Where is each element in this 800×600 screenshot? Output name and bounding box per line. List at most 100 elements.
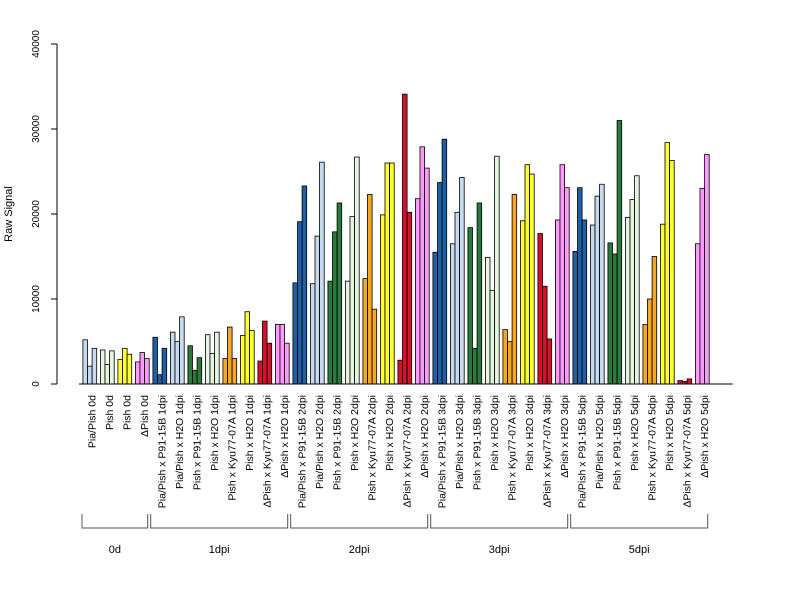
x-tick-label: Pish x H2O 2dpi <box>349 395 361 471</box>
x-tick-label: Pish x Kyu77-07A 1dpi <box>226 395 238 501</box>
bar <box>397 359 403 385</box>
group-bracket <box>290 514 429 529</box>
bar <box>572 250 578 385</box>
bar <box>555 219 561 385</box>
bar <box>441 138 448 385</box>
bar <box>616 120 623 385</box>
bar <box>174 341 180 385</box>
y-axis: 0 10000 20000 30000 40000 <box>31 30 58 387</box>
group-label: 0d <box>109 544 121 556</box>
x-tick-label: Pish x H2O 3dpi <box>524 395 536 471</box>
x-tick-label: Pish x Kyu77-07A 5dpi <box>646 395 658 501</box>
bar <box>699 188 705 385</box>
group-bracket <box>430 514 569 529</box>
x-tick-label: Pish x H2O 1dpi <box>209 395 221 471</box>
bar <box>379 214 386 385</box>
bar <box>134 361 141 385</box>
bar <box>695 243 701 385</box>
bar <box>449 243 456 385</box>
bar <box>607 242 613 385</box>
bar <box>227 326 233 385</box>
x-tick-label: Pish x Kyu77-07A 2dpi <box>366 395 378 501</box>
x-tick-label: ΔPish x Kyu77-07A 3dpi <box>541 395 553 508</box>
bar <box>651 256 658 385</box>
bar <box>529 173 535 385</box>
x-tick-label: Pish 0d <box>121 395 133 430</box>
bar <box>414 198 421 385</box>
bar <box>664 142 670 385</box>
category-labels: Pia/Pish 0d Pish 0d Pish 0d ΔPish 0d Pia/Pis… <box>86 395 711 508</box>
bar <box>332 231 338 385</box>
bar <box>406 211 413 385</box>
bar <box>117 358 123 385</box>
x-tick-label: Pish 0d <box>104 395 116 430</box>
bar <box>424 167 430 385</box>
x-tick-label: Pish x H2O 5dpi <box>664 395 676 471</box>
bar <box>437 182 443 385</box>
bar <box>669 160 675 385</box>
group-label: 3dpi <box>489 544 510 556</box>
bar <box>507 341 513 385</box>
bar <box>91 347 98 385</box>
bar <box>126 353 133 385</box>
group-label: 1dpi <box>209 544 230 556</box>
bar <box>389 162 395 385</box>
bar <box>402 93 408 385</box>
x-tick-label: Pia/Pish x H2O 3dpi <box>454 395 466 489</box>
bar <box>454 211 460 385</box>
y-tick-label: 10000 <box>31 285 42 313</box>
bar <box>367 194 373 385</box>
x-tick-label: Pia/Pish x H2O 2dpi <box>314 395 326 489</box>
x-tick-label: Pish x H2O 1dpi <box>244 395 256 471</box>
bar <box>82 339 88 385</box>
x-tick-label: Pish x Kyu77-07A 3dpi <box>506 395 518 501</box>
group-label: 2dpi <box>349 544 370 556</box>
bar <box>274 324 281 385</box>
bar <box>214 331 220 385</box>
bar <box>459 177 465 385</box>
y-tick-label: 30000 <box>31 115 42 143</box>
y-tick-label: 0 <box>31 381 42 387</box>
x-tick-label: Pia/Pish x H2O 1dpi <box>174 395 186 489</box>
bar <box>344 280 351 385</box>
bar <box>542 285 548 385</box>
group-bracket <box>81 514 149 529</box>
bar <box>349 216 355 385</box>
bar <box>594 195 600 385</box>
x-tick-label: Pia/Pish 0d <box>86 395 98 448</box>
bars <box>82 93 710 385</box>
bar <box>192 369 198 385</box>
y-tick-label: 20000 <box>31 200 42 228</box>
x-tick-label: Pish x P91-15B 2dpi <box>331 395 343 490</box>
bar <box>524 164 530 385</box>
bar <box>284 342 290 385</box>
bar <box>704 154 710 385</box>
bar <box>279 324 285 385</box>
bar <box>520 220 526 385</box>
bar <box>634 175 640 385</box>
y-axis-label: Raw Signal <box>3 186 15 242</box>
x-tick-label: ΔPish x H2O 2dpi <box>419 395 431 478</box>
bar <box>489 290 495 385</box>
group-label: 5dpi <box>629 544 650 556</box>
bar <box>152 336 158 385</box>
x-tick-label: Pia/Pish x P91-15B 1dpi <box>156 395 168 508</box>
x-tick-label: Pish x H2O 5dpi <box>629 395 641 471</box>
bar <box>231 358 238 385</box>
bar <box>384 162 390 385</box>
bar <box>336 202 343 385</box>
bar <box>257 360 263 385</box>
bar <box>559 164 565 385</box>
bar <box>629 199 635 385</box>
x-tick-label: ΔPish x H2O 1dpi <box>279 395 291 478</box>
bar <box>419 146 425 385</box>
x-tick-label: Pia/Pish x P91-15B 2dpi <box>296 395 308 508</box>
bar <box>222 358 228 385</box>
bar <box>249 330 255 385</box>
y-tick-label: 40000 <box>31 30 42 58</box>
x-tick-label: Pish x P91-15B 1dpi <box>191 395 203 490</box>
bar <box>494 155 500 385</box>
bar <box>484 256 491 385</box>
bar <box>161 347 168 385</box>
